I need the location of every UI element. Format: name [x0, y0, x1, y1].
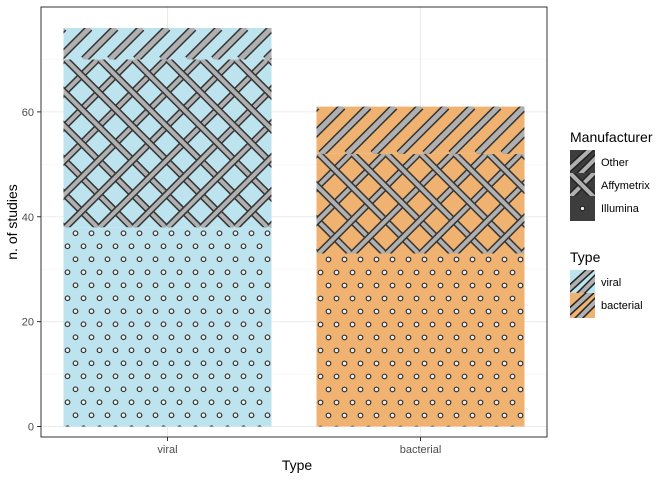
legend-key-affymetrix	[570, 173, 595, 198]
bars	[63, 27, 525, 427]
legend-key-type-bacterial	[570, 293, 595, 318]
bar-segment-viral-other	[63, 27, 272, 60]
bar-segment-bacterial-other	[316, 106, 525, 154]
legend-label-illumina: Illumina	[601, 203, 640, 215]
x-tick-label: viral	[157, 444, 177, 456]
legend-label-bacterial: bacterial	[601, 300, 643, 312]
bar-segment-viral-affymetrix	[63, 59, 272, 228]
legend-key-illumina	[570, 196, 595, 221]
bar-segment-bacterial-illumina	[316, 253, 525, 427]
legend-label-affymetrix: Affymetrix	[601, 180, 650, 192]
y-tick-label: 0	[28, 422, 34, 434]
legend-label-viral: viral	[601, 277, 621, 289]
bar-segment-viral-illumina	[63, 227, 272, 427]
legend: Manufacturer Other Affymetrix Illumina Typev…	[570, 129, 653, 318]
legend-title-manufacturer: Manufacturer	[570, 129, 653, 145]
y-tick-label: 60	[22, 107, 34, 119]
legend-title-type: Type	[570, 249, 601, 265]
y-tick-label: 40	[22, 212, 34, 224]
plot-border	[40, 6, 548, 438]
legend-label-other: Other	[601, 157, 629, 169]
x-tick-label: bacterial	[400, 444, 442, 456]
y-tick-label: 20	[22, 317, 34, 329]
axes: 0 20 40 60 viral bacterial	[22, 107, 442, 456]
y-axis-title: n. of studies	[4, 184, 20, 260]
bar-segment-bacterial-affymetrix	[316, 153, 525, 254]
x-axis-title: Type	[282, 457, 313, 473]
legend-key-type-viral	[570, 270, 595, 295]
